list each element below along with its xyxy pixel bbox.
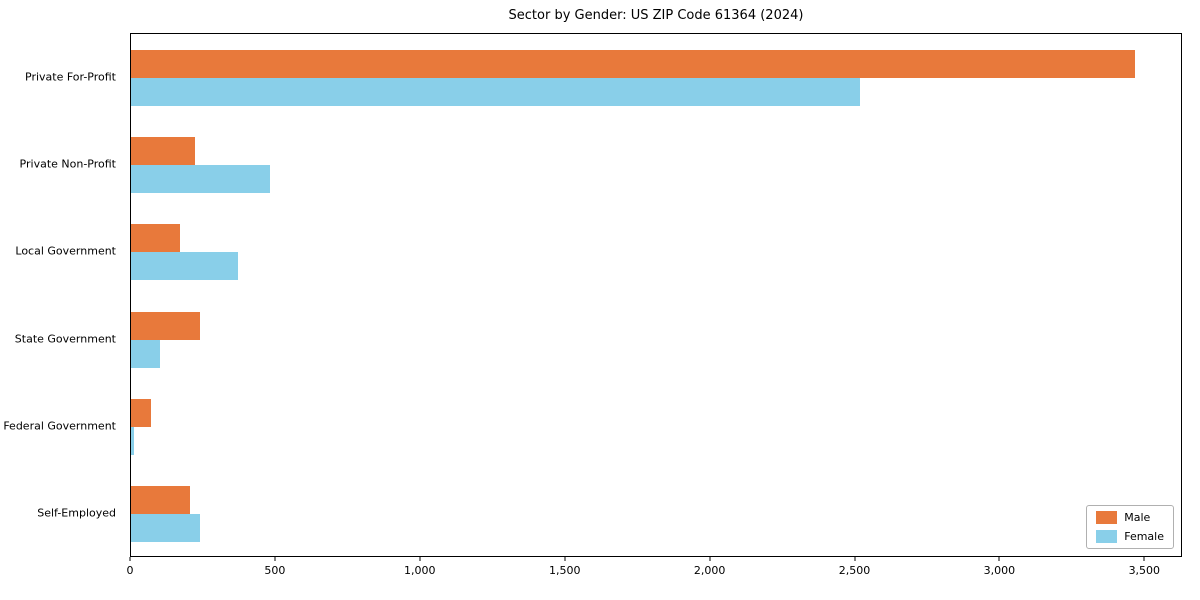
bar-male bbox=[131, 399, 152, 427]
y-tick-label: Private For-Profit bbox=[25, 70, 116, 84]
x-tick-mark bbox=[129, 557, 131, 561]
y-tick-label: State Government bbox=[14, 332, 116, 346]
bar-male bbox=[131, 311, 201, 340]
bar-female bbox=[131, 165, 270, 193]
legend-item-female: Female bbox=[1096, 530, 1164, 543]
x-tick-label: 500 bbox=[264, 564, 286, 577]
legend: Male Female bbox=[1086, 505, 1174, 549]
x-tick-mark bbox=[1143, 557, 1145, 561]
x-tick-label: 0 bbox=[126, 564, 134, 577]
bar-female bbox=[131, 339, 160, 368]
y-tick-label: Federal Government bbox=[3, 419, 116, 433]
bar-female bbox=[131, 427, 134, 455]
bar-female bbox=[131, 514, 201, 543]
y-tick-label: Private Non-Profit bbox=[19, 157, 116, 171]
x-tick-mark bbox=[709, 557, 711, 561]
legend-item-male: Male bbox=[1096, 511, 1164, 524]
bar-male bbox=[131, 224, 181, 253]
bar-male bbox=[131, 137, 195, 165]
x-tick-label: 3,500 bbox=[1128, 564, 1161, 577]
x-tick-mark bbox=[564, 557, 566, 561]
bar-male bbox=[131, 486, 191, 515]
x-axis-ticks: 0 500 1,000 1,500 2,000 2,500 3,000 3,500 bbox=[126, 557, 1182, 587]
bar-female bbox=[131, 252, 239, 281]
y-axis-labels: Private For-Profit Private Non-Profit Loca… bbox=[0, 33, 122, 557]
x-tick-mark bbox=[998, 557, 1000, 561]
y-tick-label: Self-Employed bbox=[37, 506, 116, 520]
plot-area: Male Female bbox=[130, 33, 1182, 557]
y-tick-label: Local Government bbox=[15, 244, 116, 258]
legend-label-female: Female bbox=[1124, 530, 1164, 543]
x-tick-label: 3,000 bbox=[983, 564, 1016, 577]
bar-female bbox=[131, 77, 860, 106]
x-tick-label: 2,000 bbox=[693, 564, 726, 577]
x-tick-label: 1,000 bbox=[404, 564, 436, 577]
legend-swatch-male bbox=[1096, 511, 1118, 524]
x-tick-mark bbox=[419, 557, 421, 561]
legend-swatch-female bbox=[1096, 530, 1118, 543]
x-tick-label: 1,500 bbox=[548, 564, 581, 577]
x-tick-label: 2,500 bbox=[838, 564, 871, 577]
legend-label-male: Male bbox=[1124, 511, 1151, 524]
x-tick-mark bbox=[854, 557, 856, 561]
x-tick-mark bbox=[274, 557, 276, 561]
bar-male bbox=[131, 49, 1135, 78]
chart-title: Sector by Gender: US ZIP Code 61364 (202… bbox=[508, 8, 804, 23]
